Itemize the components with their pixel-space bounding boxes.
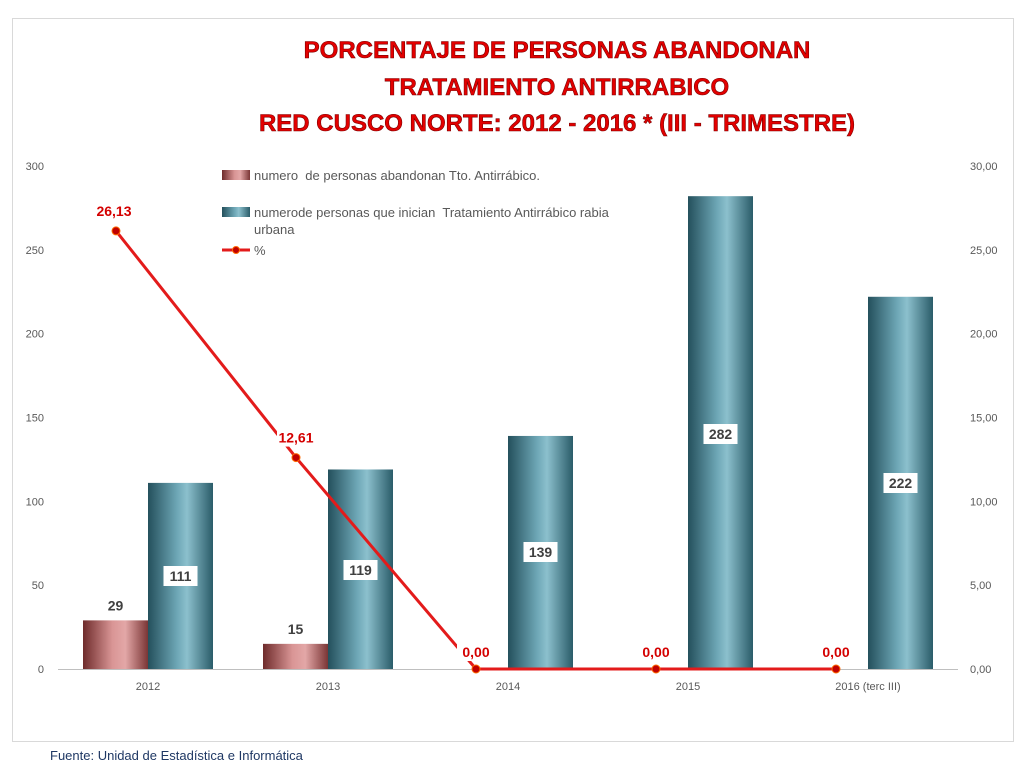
data-label-inician: 119 — [349, 562, 372, 578]
data-label-box-porcentaje — [457, 644, 495, 661]
y-right-tick-label: 25,00 — [970, 245, 998, 257]
y-left-tick-label: 0 — [38, 664, 44, 676]
chart-title-line-1: PORCENTAJE DE PERSONAS ABANDONAN — [304, 37, 811, 64]
data-label-porcentaje: 0,00 — [822, 644, 849, 660]
legend-marker-porcentaje — [232, 246, 240, 254]
data-label-inician: 139 — [529, 544, 553, 560]
data-label-box-porcentaje — [95, 202, 133, 220]
data-label-box-inician — [703, 424, 738, 444]
legend-label-inician-cont: urbana — [254, 222, 295, 237]
data-label-inician: 222 — [889, 475, 913, 491]
y-right-tick-label: 15,00 — [970, 413, 998, 425]
y-right-tick-label: 10,00 — [970, 496, 998, 508]
line-point-porcentaje — [831, 664, 841, 674]
data-label-abandonan: 15 — [288, 621, 304, 637]
y-left-tick-label: 300 — [26, 161, 44, 173]
data-label-box-inician — [883, 473, 918, 493]
legend-label-abandonan: numero de personas abandonan Tto. Antirr… — [254, 168, 540, 183]
data-label-box-inician — [523, 542, 558, 562]
data-label-box-inician — [343, 560, 378, 580]
data-label-inician: 111 — [170, 568, 192, 584]
x-tick-label: 2016 (terc III) — [835, 681, 900, 693]
chart-title-line-3: RED CUSCO NORTE: 2012 - 2016 * (III - TR… — [259, 110, 855, 137]
data-label-porcentaje: 0,00 — [462, 644, 489, 660]
line-point-porcentaje — [471, 664, 481, 674]
legend-label-inician: numerode personas que inician Tratamient… — [254, 205, 610, 220]
x-tick-label: 2014 — [496, 681, 520, 693]
y-right-tick-label: 5,00 — [970, 580, 991, 592]
data-label-porcentaje: 0,00 — [642, 644, 669, 660]
data-label-abandonan: 29 — [108, 597, 124, 613]
line-point-porcentaje — [651, 664, 661, 674]
legend-swatch-inician — [222, 207, 250, 217]
x-tick-label: 2012 — [136, 681, 160, 693]
data-label-porcentaje: 12,61 — [278, 430, 313, 446]
data-label-porcentaje: 26,13 — [96, 203, 131, 219]
y-left-tick-label: 150 — [26, 413, 44, 425]
bar-abandonan — [83, 620, 148, 669]
chart-title-line-2: TRATAMIENTO ANTIRRABICO — [385, 74, 729, 101]
y-left-tick-label: 50 — [32, 580, 44, 592]
y-right-tick-label: 20,00 — [970, 329, 998, 341]
line-point-porcentaje — [291, 453, 301, 463]
x-tick-label: 2013 — [316, 681, 340, 693]
data-label-box-porcentaje — [637, 644, 675, 661]
data-label-box-inician — [163, 566, 198, 586]
data-label-box-porcentaje — [277, 429, 315, 447]
x-tick-label: 2015 — [676, 681, 700, 693]
source-note: Fuente: Unidad de Estadística e Informát… — [50, 748, 303, 763]
y-right-tick-label: 0,00 — [970, 664, 991, 676]
bar-abandonan — [263, 643, 328, 669]
y-left-tick-label: 250 — [26, 245, 44, 257]
data-label-box-porcentaje — [817, 644, 855, 661]
y-left-tick-label: 100 — [26, 496, 44, 508]
data-label-inician: 282 — [709, 426, 733, 442]
legend-swatch-abandonan — [222, 170, 250, 180]
legend-label-porcentaje: % — [254, 243, 266, 258]
y-right-tick-label: 30,00 — [970, 161, 998, 173]
y-left-tick-label: 200 — [26, 329, 44, 341]
line-point-porcentaje — [111, 226, 121, 236]
